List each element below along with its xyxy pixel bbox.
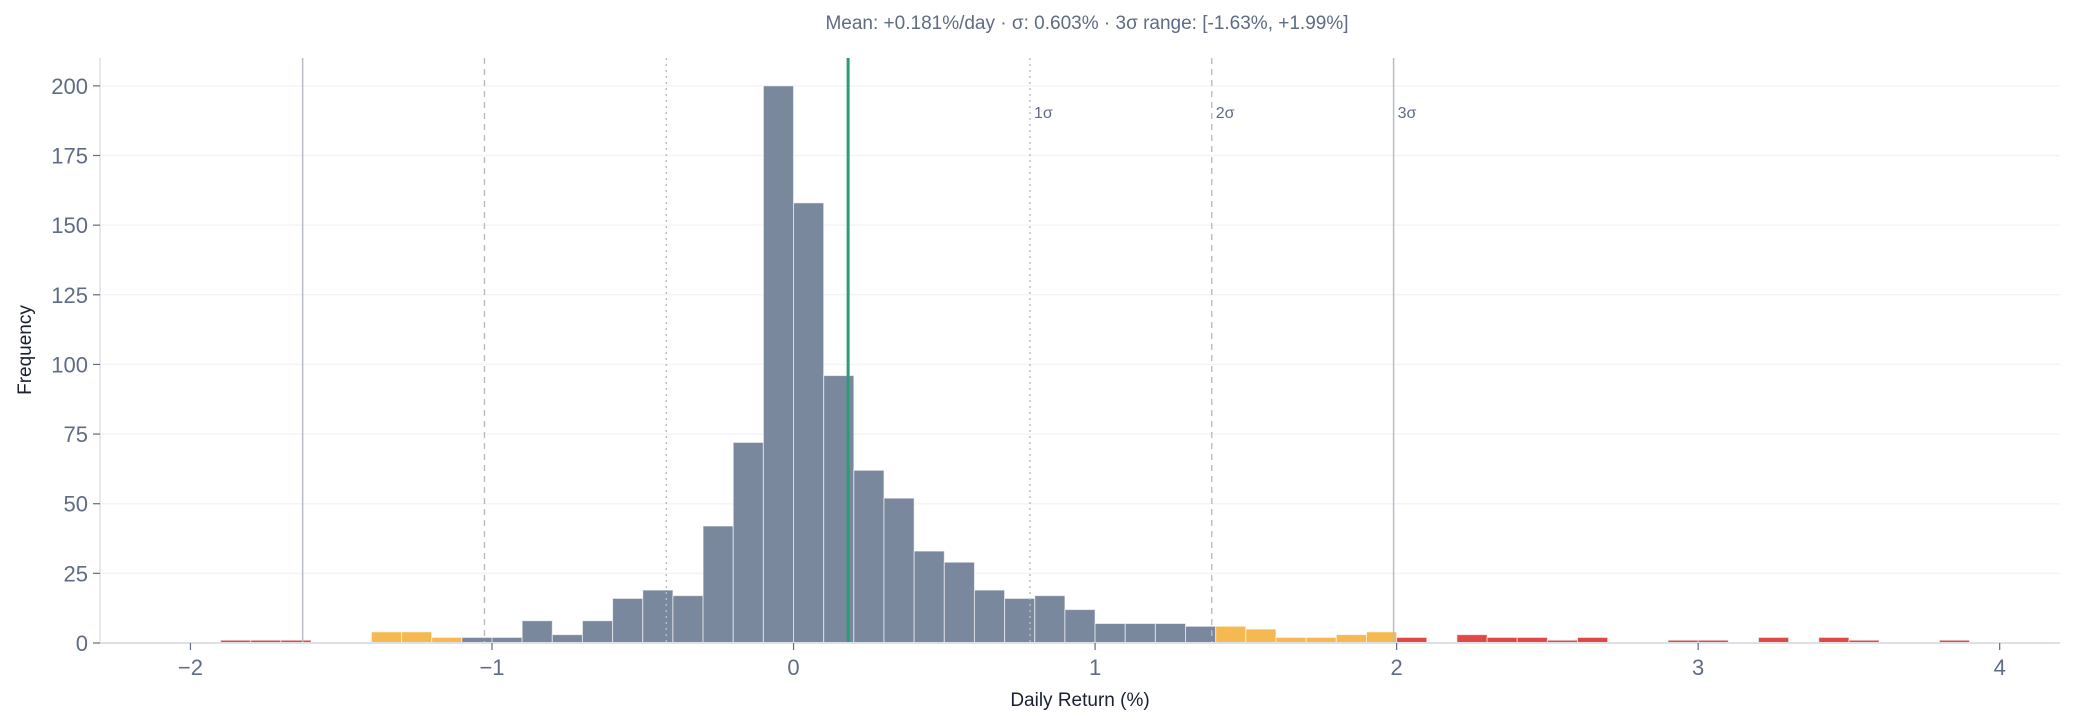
y-tick-label: 175 (51, 144, 88, 169)
histogram-bar (642, 589, 674, 644)
histogram-bar (943, 561, 975, 644)
histogram-bar (793, 202, 825, 644)
histogram-bar (1456, 634, 1488, 644)
grid (100, 85, 2060, 575)
y-tick-label: 200 (51, 74, 88, 99)
x-tick-label: 0 (787, 655, 799, 680)
x-tick-label: 3 (1692, 655, 1704, 680)
histogram-bar (762, 85, 795, 644)
histogram-bar (1245, 628, 1277, 644)
sigma-label: 3σ (1398, 105, 1417, 122)
histogram-bar (883, 497, 915, 644)
x-tick-label: 2 (1390, 655, 1402, 680)
y-tick-label: 125 (51, 283, 88, 308)
x-tick-label: 1 (1089, 655, 1101, 680)
sigma-label: 2σ (1216, 105, 1235, 122)
y-tick-label: 75 (64, 422, 88, 447)
histogram-bar (551, 634, 583, 644)
histogram-bar (581, 620, 614, 644)
x-tick-label: 4 (1994, 655, 2006, 680)
y-axis-label: Frequency (15, 305, 36, 395)
histogram-bar (1154, 623, 1187, 644)
x-axis-label: Daily Return (%) (1010, 690, 1149, 711)
histogram-bar (973, 589, 1006, 644)
y-tick-label: 150 (51, 213, 88, 238)
x-tick-label: −1 (479, 655, 504, 680)
y-tick-label: 100 (51, 352, 88, 377)
reference-lines: 1σ 2σ 3σ (301, 58, 1417, 643)
histogram-bar (732, 441, 764, 644)
histogram-bar (913, 550, 945, 644)
histogram-bar (1064, 609, 1096, 644)
histogram-bar (1215, 625, 1247, 644)
histogram-bar (521, 620, 553, 644)
histogram-bar (1034, 595, 1066, 644)
histogram-bar (1124, 623, 1156, 644)
histogram-bar (370, 631, 403, 644)
histogram-bar (612, 597, 644, 644)
y-tick-label: 0 (76, 631, 88, 656)
y-ticks: 0 25 50 75 100 125 150 175 200 (51, 74, 100, 656)
histogram-bar (672, 595, 704, 644)
histogram-bar (401, 631, 433, 644)
x-ticks: −2 −1 0 1 2 3 4 (178, 643, 2006, 680)
chart-subtitle: Mean: +0.181%/day · σ: 0.603% · 3σ range… (825, 13, 1348, 34)
x-tick-label: −2 (178, 655, 203, 680)
sigma-label: 1σ (1034, 105, 1053, 122)
histogram-bar (1365, 631, 1398, 644)
y-tick-label: 50 (64, 492, 88, 517)
histogram-bar (702, 525, 734, 644)
histogram-bar (853, 469, 885, 644)
y-tick-label: 25 (64, 561, 88, 586)
histogram-bar (1094, 623, 1126, 644)
histogram-bar (1335, 634, 1367, 644)
